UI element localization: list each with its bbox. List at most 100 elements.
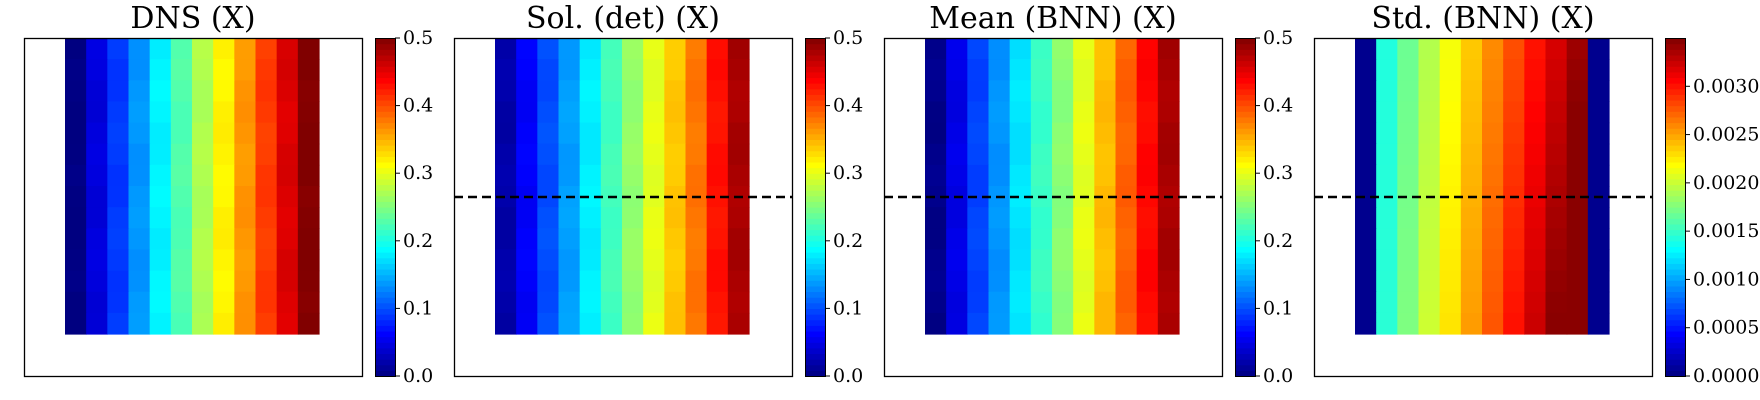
heatmap-cell xyxy=(107,38,130,60)
colorbar-segment xyxy=(375,71,395,79)
heatmap-cell xyxy=(1460,312,1483,335)
axes-frame xyxy=(23,37,364,378)
colorbar-segment xyxy=(805,38,825,45)
heatmap-cell xyxy=(1376,122,1398,145)
heatmap-cell xyxy=(967,38,990,60)
colorbar-segment xyxy=(805,184,825,191)
colorbar-segment xyxy=(805,66,825,73)
heatmap-cell xyxy=(65,312,87,335)
heatmap-cell xyxy=(579,186,602,208)
heatmap-cell xyxy=(1524,38,1547,60)
colorbar-segment xyxy=(1665,139,1685,146)
heatmap-cell xyxy=(1524,270,1547,293)
colorbar-segment xyxy=(805,49,825,56)
heatmap-cell xyxy=(1094,186,1117,208)
colorbar: 0.0 0.1 0.2 0.3 0.4 0.5 xyxy=(1235,27,1293,387)
heatmap-cell xyxy=(727,291,750,314)
heatmap-cell xyxy=(1157,228,1180,251)
heatmap xyxy=(925,38,1180,335)
heatmap-cell xyxy=(967,207,990,229)
colorbar-segment xyxy=(805,54,825,62)
heatmap-cell xyxy=(234,80,257,103)
heatmap-cell xyxy=(685,80,708,103)
colorbar-tick-label: 0.1 xyxy=(833,297,863,319)
heatmap-cell xyxy=(1376,207,1398,229)
heatmap-cell xyxy=(1566,207,1589,229)
heatmap-cell xyxy=(495,80,517,103)
heatmap-cell xyxy=(1052,270,1074,293)
heatmap-cell xyxy=(1460,249,1483,272)
heatmap-cell xyxy=(727,270,750,293)
heatmap-cell xyxy=(579,143,602,166)
heatmap-cell xyxy=(946,80,968,103)
heatmap-cell xyxy=(685,143,708,166)
heatmap-cell xyxy=(1157,270,1180,293)
heatmap-cell xyxy=(579,207,602,229)
heatmap-cell xyxy=(967,122,990,145)
colorbar-segment xyxy=(375,291,395,298)
heatmap-cell xyxy=(297,228,320,251)
heatmap-cell xyxy=(1376,270,1398,293)
heatmap-cell xyxy=(706,143,729,166)
heatmap-cell xyxy=(1545,291,1568,314)
heatmap-cell xyxy=(1009,186,1032,208)
colorbar-segment xyxy=(805,105,825,112)
heatmap-cell xyxy=(925,122,947,145)
colorbar-segment xyxy=(805,201,825,208)
heatmap-cell xyxy=(213,59,235,81)
colorbar-frame xyxy=(1235,38,1256,377)
heatmap-cell xyxy=(192,312,214,335)
colorbar-segment xyxy=(805,229,825,236)
heatmap-cell xyxy=(86,207,108,229)
colorbar-segment xyxy=(375,297,395,304)
heatmap-cell xyxy=(1157,80,1180,103)
heatmap-cell xyxy=(495,228,517,251)
colorbar-segment xyxy=(1665,156,1685,163)
heatmap-cell xyxy=(1094,207,1117,229)
heatmap-cell xyxy=(600,249,623,272)
heatmap-cell xyxy=(1587,38,1610,60)
heatmap-cell xyxy=(1030,38,1053,60)
heatmap-cell xyxy=(170,291,193,314)
heatmap-cell xyxy=(170,249,193,272)
panel-4: Std. (BNN) (X)0.00000.00050.00100.00150.… xyxy=(1313,1,1759,387)
colorbar-segment xyxy=(1665,94,1685,101)
colorbar-segment xyxy=(805,291,825,298)
colorbar-segment xyxy=(375,60,395,67)
heatmap-cell xyxy=(1545,164,1568,187)
heatmap-cell xyxy=(579,228,602,251)
colorbar-segment xyxy=(375,145,395,152)
heatmap-cell xyxy=(86,59,108,81)
heatmap-cell xyxy=(1052,59,1074,81)
colorbar-segment xyxy=(375,99,395,107)
colorbar-segment xyxy=(1235,173,1255,180)
heatmap-cell xyxy=(706,228,729,251)
heatmap-cell xyxy=(149,143,172,166)
heatmap-cell xyxy=(65,101,87,124)
heatmap-cell xyxy=(1157,249,1180,272)
heatmap-cell xyxy=(600,101,623,124)
heatmap-cell xyxy=(1115,80,1138,103)
heatmap-cell xyxy=(1439,101,1462,124)
heatmap-cell xyxy=(643,164,665,187)
heatmap-cell xyxy=(255,38,278,60)
heatmap-cell xyxy=(1094,143,1117,166)
heatmap-cell xyxy=(727,59,750,81)
heatmap-cell xyxy=(86,249,108,272)
colorbar-segment xyxy=(375,314,395,321)
heatmap-cell xyxy=(1136,186,1159,208)
heatmap-cell xyxy=(1482,59,1504,81)
colorbar-segment xyxy=(375,94,395,101)
colorbar-segment xyxy=(375,223,395,231)
heatmap-cell xyxy=(622,38,644,60)
heatmap-cell xyxy=(1545,101,1568,124)
heatmap-cell xyxy=(1094,270,1117,293)
heatmap-cell xyxy=(297,164,320,187)
heatmap-cell xyxy=(622,143,644,166)
heatmap-cell xyxy=(1376,312,1398,335)
heatmap-cell xyxy=(516,207,538,229)
heatmap-cell xyxy=(1052,38,1074,60)
heatmap-cell xyxy=(1052,291,1074,314)
heatmap-cell xyxy=(213,228,235,251)
panel-3: Mean (BNN) (X) 0.0 0.1 0.2 0.3 0.4 0.5 xyxy=(883,1,1293,387)
